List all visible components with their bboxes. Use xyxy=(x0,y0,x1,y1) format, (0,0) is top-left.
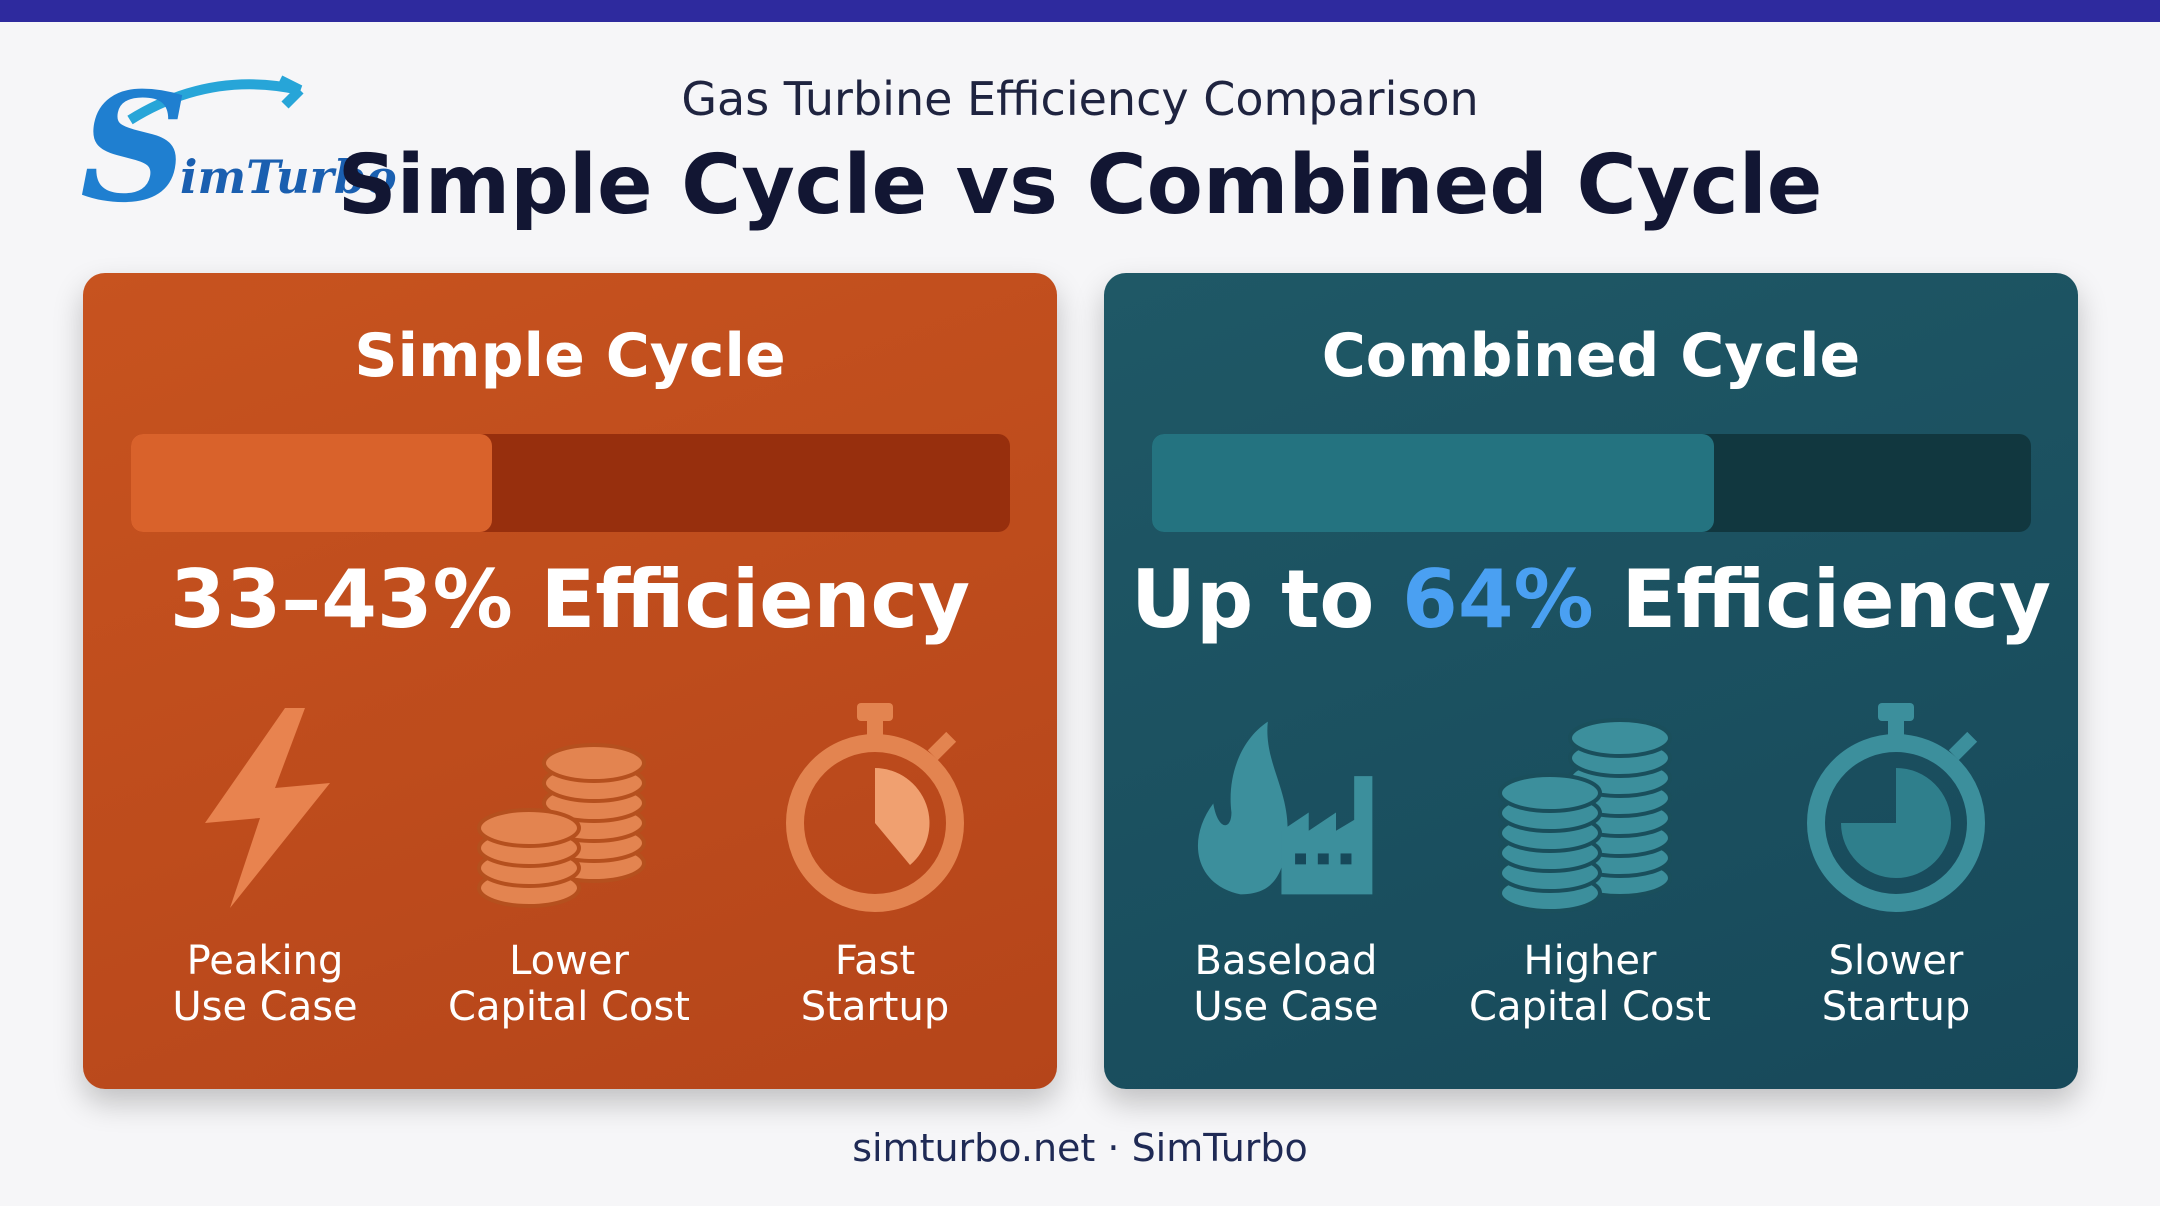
feature-line: Baseload xyxy=(1194,938,1378,984)
feature: Higher Capital Cost xyxy=(1440,938,1740,1030)
logo-swoosh xyxy=(127,75,304,125)
efficiency-suffix: Efficiency xyxy=(1593,553,2051,646)
bar-fill xyxy=(131,434,492,532)
title: Simple Cycle vs Combined Cycle xyxy=(337,138,1823,233)
feature-line: Use Case xyxy=(1193,984,1379,1030)
logo-text: imTurbo xyxy=(180,150,397,204)
feature-line: Higher xyxy=(1523,938,1657,984)
subtitle: Gas Turbine Efficiency Comparison xyxy=(681,72,1479,126)
feature-line: Use Case xyxy=(172,984,358,1030)
feature-line: Lower xyxy=(509,938,629,984)
feature: Lower Capital Cost xyxy=(419,938,719,1030)
panel-title: Combined Cycle xyxy=(1321,321,1861,391)
panel: Simple Cycle 33–43% Efficiency Peaking Us… xyxy=(83,273,1057,1089)
efficiency-highlight: 64% xyxy=(1402,553,1594,646)
logo: S imTurbo xyxy=(80,60,397,236)
feature: Peaking Use Case xyxy=(115,938,415,1030)
feature: Fast Startup xyxy=(725,938,1025,1030)
efficiency: 33–43% Efficiency xyxy=(169,553,971,646)
efficiency: Up to 64% Efficiency xyxy=(1104,553,2078,646)
top-bar xyxy=(0,0,2160,22)
feature: Slower Startup xyxy=(1746,938,2046,1030)
bar-fill xyxy=(1152,434,1714,532)
flame-factory-icon xyxy=(1197,721,1373,895)
bolt-icon xyxy=(205,708,330,908)
feature-line: Fast xyxy=(834,938,916,984)
logo-initial: S xyxy=(80,60,189,236)
footer: simturbo.net · SimTurbo xyxy=(852,1126,1308,1170)
feature-line: Capital Cost xyxy=(448,984,690,1030)
feature-line: Startup xyxy=(800,984,950,1030)
feature-line: Peaking xyxy=(186,938,344,984)
feature: Baseload Use Case xyxy=(1136,938,1436,1030)
feature-line: Startup xyxy=(1821,984,1971,1030)
feature-line: Slower xyxy=(1828,938,1964,984)
feature-line: Capital Cost xyxy=(1469,984,1711,1030)
stopwatch-icon xyxy=(1807,703,1985,912)
efficiency-prefix: Up to xyxy=(1131,553,1403,646)
panel-title: Simple Cycle xyxy=(354,321,786,391)
coins-icon xyxy=(1498,718,1672,913)
panel: Combined Cycle Up to 64% Efficiency Base… xyxy=(1104,273,2078,1089)
bar-track xyxy=(1152,434,2031,532)
coins-icon xyxy=(477,743,646,908)
bar-track xyxy=(131,434,1010,532)
stopwatch-icon xyxy=(786,703,964,912)
